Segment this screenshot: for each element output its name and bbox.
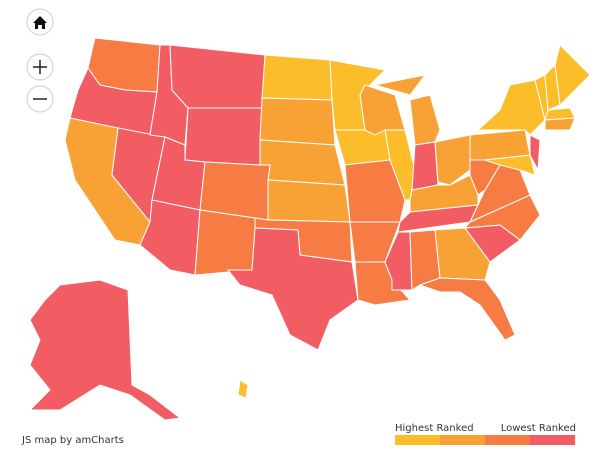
state bbox=[529, 134, 541, 172]
state bbox=[409, 94, 441, 146]
legend-low-label: Lowest Ranked bbox=[501, 423, 576, 434]
state bbox=[476, 79, 546, 136]
state bbox=[411, 141, 439, 191]
state bbox=[344, 159, 406, 223]
state bbox=[237, 379, 249, 399]
state bbox=[169, 44, 266, 109]
state bbox=[259, 139, 346, 186]
legend bbox=[395, 435, 575, 445]
legend-high-label: Highest Ranked bbox=[395, 423, 474, 434]
legend-swatch bbox=[440, 435, 485, 445]
state bbox=[259, 97, 336, 146]
state bbox=[374, 74, 427, 96]
state bbox=[554, 44, 591, 107]
zoom-out-button[interactable] bbox=[26, 85, 54, 113]
state bbox=[184, 107, 263, 166]
map bbox=[28, 37, 591, 421]
state bbox=[267, 179, 351, 223]
state bbox=[418, 277, 516, 341]
state bbox=[334, 129, 391, 166]
state bbox=[28, 279, 182, 421]
state bbox=[484, 154, 536, 176]
state bbox=[434, 134, 471, 186]
legend-swatch bbox=[395, 435, 440, 445]
legend-swatch bbox=[530, 435, 575, 445]
state bbox=[261, 54, 333, 101]
state bbox=[194, 209, 256, 276]
state bbox=[434, 227, 491, 281]
state bbox=[226, 227, 359, 351]
state bbox=[544, 117, 576, 131]
legend-swatch bbox=[485, 435, 530, 445]
credit: JS map by amCharts bbox=[21, 435, 124, 446]
home-button[interactable] bbox=[26, 8, 54, 36]
state bbox=[359, 84, 406, 136]
zoom-in-button[interactable] bbox=[26, 53, 54, 81]
